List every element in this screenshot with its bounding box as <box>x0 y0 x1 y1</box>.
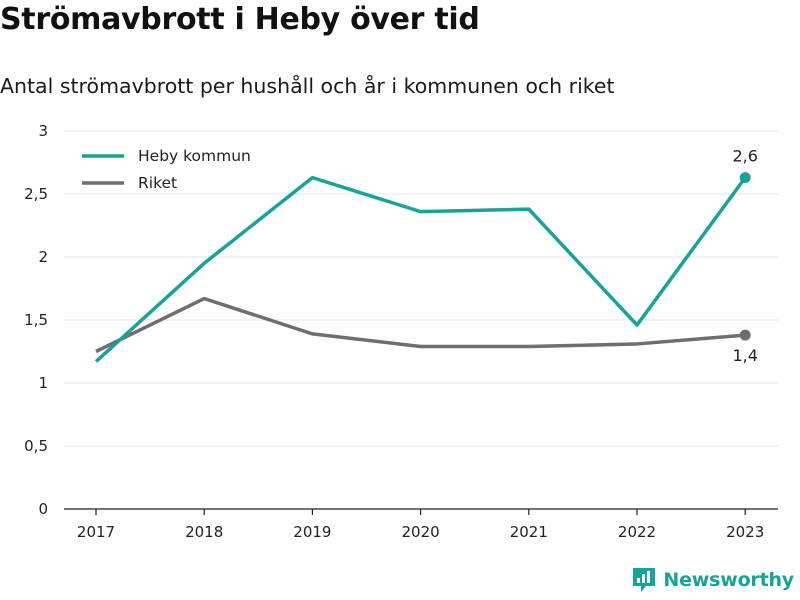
newsworthy-logo-icon <box>633 568 656 592</box>
x-tick-label: 2022 <box>618 523 656 541</box>
legend: Heby kommun Riket <box>82 147 251 192</box>
series-lines: 1,4 2,6 <box>94 147 758 365</box>
series-line-heby-kommun <box>94 175 747 363</box>
gridlines <box>64 130 778 447</box>
brand-logo: Newsworthy <box>631 566 794 594</box>
legend-label: Riket <box>138 174 177 192</box>
x-tick-label: 2020 <box>402 523 440 541</box>
brand-name: Newsworthy <box>663 569 794 591</box>
series-line-riket <box>95 296 746 354</box>
y-tick-label: 0,5 <box>24 437 48 455</box>
y-tick-label: 2 <box>38 248 48 266</box>
x-tick-label: 2021 <box>510 523 548 541</box>
x-tick-label: 2019 <box>293 523 331 541</box>
x-tick-label: 2023 <box>726 523 764 541</box>
legend-label: Heby kommun <box>138 147 251 165</box>
end-point-marker <box>739 329 751 341</box>
y-tick-label: 3 <box>38 122 48 140</box>
x-tick-label: 2018 <box>185 523 223 541</box>
end-point-marker <box>739 172 751 184</box>
axes: 0 0,5 1 1,5 2 2,5 3 2017 2018 2019 2020 2021 2022 202… <box>24 122 778 541</box>
y-tick-label: 1 <box>38 374 48 392</box>
y-tick-label: 0 <box>38 500 48 518</box>
x-tick-label: 2017 <box>77 523 115 541</box>
y-tick-label: 1,5 <box>24 311 48 329</box>
chart-subtitle: Antal strömavbrott per hushåll och år i … <box>0 74 615 98</box>
y-tick-label: 2,5 <box>24 185 48 203</box>
end-value-label: 2,6 <box>732 147 757 166</box>
chart-title: Strömavbrott i Heby över tid <box>0 2 480 37</box>
end-value-label: 1,4 <box>732 346 757 365</box>
